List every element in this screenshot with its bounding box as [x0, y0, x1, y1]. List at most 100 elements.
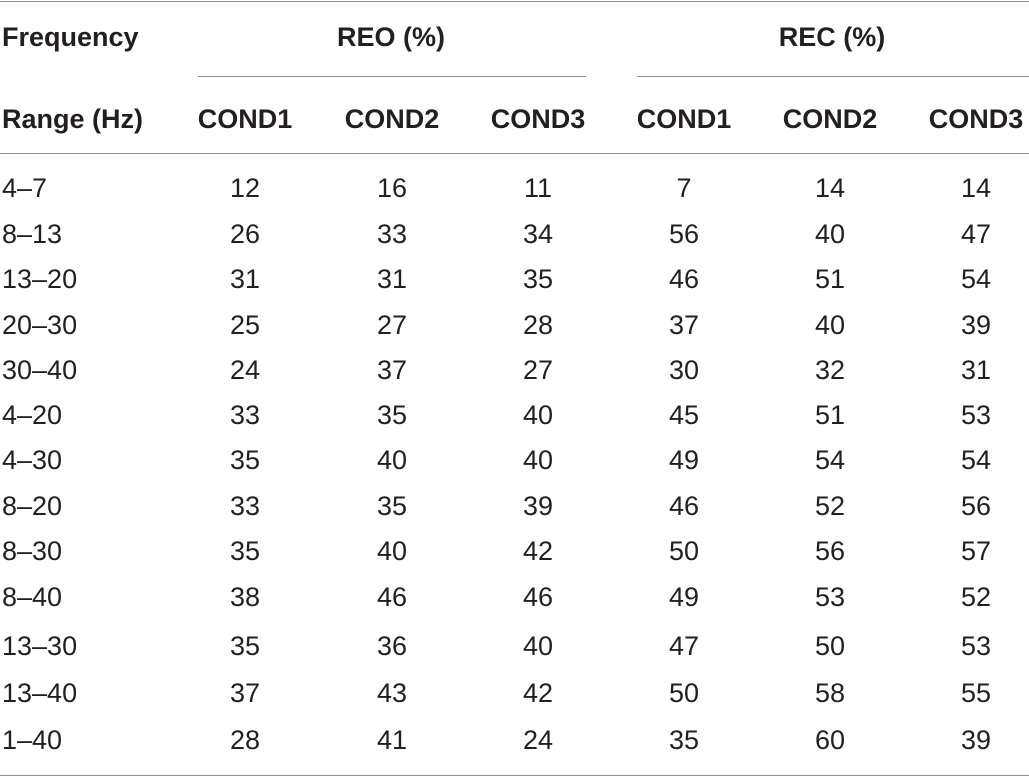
value-cell: 27	[376, 310, 408, 340]
value-cell: 40	[522, 400, 554, 430]
value-cell: 35	[376, 491, 408, 521]
frequency-range-cell: 13–20	[2, 264, 78, 294]
value-cell: 49	[668, 582, 700, 612]
value-cell: 39	[960, 310, 992, 340]
value-cell: 40	[522, 631, 554, 661]
condition-header: COND2	[782, 104, 878, 134]
value-cell: 16	[376, 173, 408, 203]
value-cell: 33	[376, 219, 408, 249]
condition-header: COND1	[636, 104, 732, 134]
value-cell: 54	[814, 445, 846, 475]
frequency-range-cell: 4–20	[2, 400, 63, 430]
value-cell: 56	[960, 491, 992, 521]
group-header-rec: REC (%)	[778, 22, 886, 52]
value-cell: 40	[376, 536, 408, 566]
value-cell: 7	[676, 173, 692, 203]
value-cell: 26	[229, 219, 261, 249]
frequency-range-cell: 20–30	[2, 310, 78, 340]
value-cell: 39	[522, 491, 554, 521]
value-cell: 46	[668, 264, 700, 294]
frequency-range-cell: 8–13	[2, 219, 63, 249]
value-cell: 53	[960, 631, 992, 661]
frequency-range-cell: 1–40	[2, 725, 63, 755]
condition-header: COND1	[197, 104, 293, 134]
value-cell: 54	[960, 445, 992, 475]
frequency-range-cell: 4–7	[2, 173, 48, 203]
value-cell: 43	[376, 678, 408, 708]
frequency-range-cell: 13–40	[2, 678, 78, 708]
condition-header: COND3	[928, 104, 1024, 134]
value-cell: 32	[814, 355, 846, 385]
value-cell: 35	[522, 264, 554, 294]
value-cell: 50	[668, 536, 700, 566]
value-cell: 41	[376, 725, 408, 755]
header-bottom-rule	[0, 153, 1029, 154]
value-cell: 35	[668, 725, 700, 755]
value-cell: 45	[668, 400, 700, 430]
value-cell: 42	[522, 678, 554, 708]
value-cell: 60	[814, 725, 846, 755]
value-cell: 25	[229, 310, 261, 340]
value-cell: 51	[814, 400, 846, 430]
condition-header: COND2	[344, 104, 440, 134]
value-cell: 56	[814, 536, 846, 566]
value-cell: 36	[376, 631, 408, 661]
value-cell: 37	[229, 678, 261, 708]
value-cell: 40	[522, 445, 554, 475]
value-cell: 33	[229, 491, 261, 521]
value-cell: 35	[376, 400, 408, 430]
value-cell: 56	[668, 219, 700, 249]
value-cell: 52	[814, 491, 846, 521]
value-cell: 57	[960, 536, 992, 566]
frequency-range-cell: 30–40	[2, 355, 78, 385]
value-cell: 42	[522, 536, 554, 566]
value-cell: 28	[229, 725, 261, 755]
frequency-range-cell: 8–20	[2, 491, 63, 521]
value-cell: 38	[229, 582, 261, 612]
frequency-range-cell: 13–30	[2, 631, 78, 661]
value-cell: 50	[668, 678, 700, 708]
value-cell: 50	[814, 631, 846, 661]
value-cell: 12	[229, 173, 261, 203]
value-cell: 39	[960, 725, 992, 755]
rec-group-rule	[637, 76, 1029, 77]
value-cell: 58	[814, 678, 846, 708]
value-cell: 27	[522, 355, 554, 385]
value-cell: 53	[960, 400, 992, 430]
value-cell: 31	[229, 264, 261, 294]
value-cell: 34	[522, 219, 554, 249]
value-cell: 31	[960, 355, 992, 385]
value-cell: 11	[523, 173, 553, 203]
reo-group-rule	[198, 76, 586, 77]
value-cell: 35	[229, 631, 261, 661]
value-cell: 55	[960, 678, 992, 708]
frequency-range-cell: 8–40	[2, 582, 63, 612]
value-cell: 40	[814, 310, 846, 340]
value-cell: 51	[814, 264, 846, 294]
value-cell: 24	[522, 725, 554, 755]
value-cell: 49	[668, 445, 700, 475]
frequency-range-cell: 4–30	[2, 445, 63, 475]
row-label-header-line2: Range (Hz)	[2, 104, 143, 134]
value-cell: 28	[522, 310, 554, 340]
condition-header: COND3	[490, 104, 586, 134]
value-cell: 14	[960, 173, 992, 203]
value-cell: 52	[960, 582, 992, 612]
row-label-header-line1: Frequency	[2, 22, 139, 52]
value-cell: 47	[960, 219, 992, 249]
bottom-rule	[0, 775, 1029, 776]
value-cell: 30	[668, 355, 700, 385]
value-cell: 37	[668, 310, 700, 340]
value-cell: 37	[376, 355, 408, 385]
value-cell: 40	[376, 445, 408, 475]
value-cell: 33	[229, 400, 261, 430]
value-cell: 14	[814, 173, 846, 203]
value-cell: 53	[814, 582, 846, 612]
value-cell: 31	[376, 264, 408, 294]
group-header-reo: REO (%)	[337, 22, 445, 52]
top-rule	[0, 1, 1029, 2]
value-cell: 46	[668, 491, 700, 521]
value-cell: 47	[668, 631, 700, 661]
value-cell: 46	[522, 582, 554, 612]
value-cell: 35	[229, 445, 261, 475]
